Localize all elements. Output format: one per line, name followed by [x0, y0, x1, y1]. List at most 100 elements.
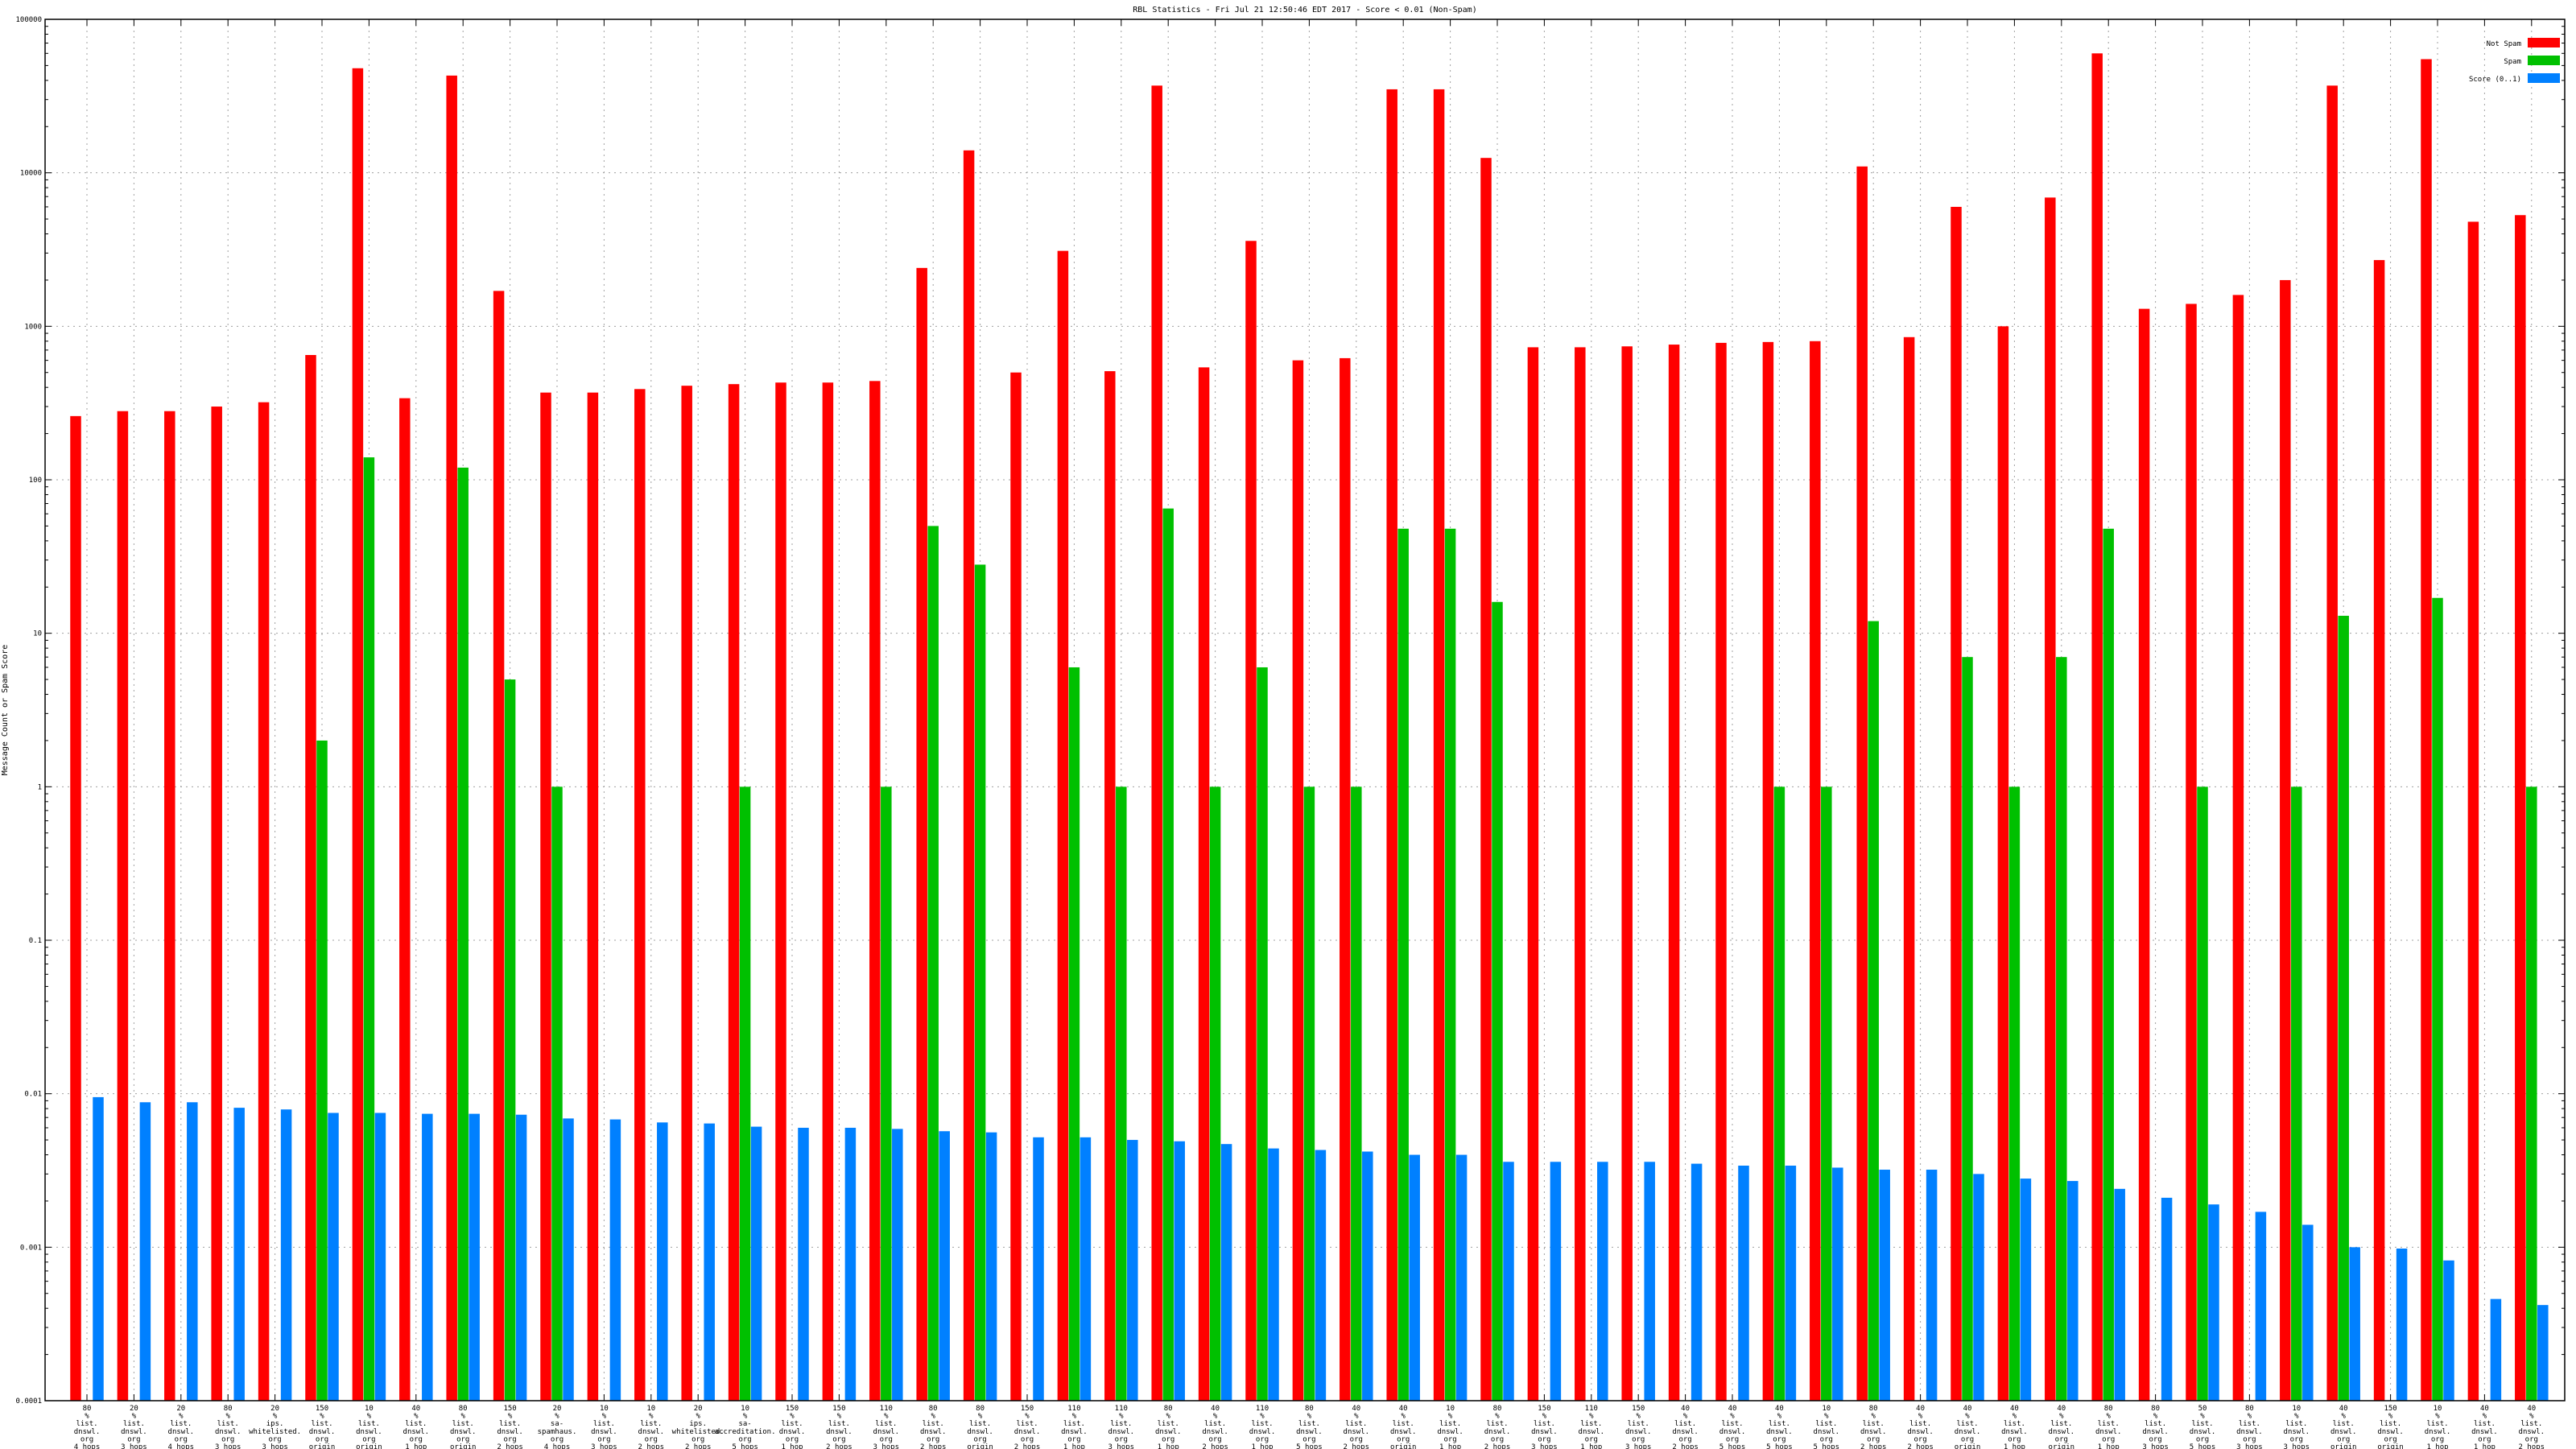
- x-tick-label-line: dnswl.: [1249, 1428, 1276, 1436]
- x-tick-label: 40% list. dnswl. org 2 hops: [1907, 1405, 1934, 1449]
- x-tick-label-line: list.: [781, 1420, 803, 1428]
- bar-score-0-1: [469, 1113, 480, 1401]
- bar-not-spam: [258, 402, 270, 1402]
- x-tick-label-line: 1 hop: [2426, 1443, 2448, 1449]
- x-tick-label-line: 80: [1305, 1405, 1314, 1413]
- x-tick-label-line: 40: [1211, 1405, 1220, 1413]
- x-tick-label-line: org: [1302, 1435, 1315, 1443]
- x-tick-label-line: origin: [1955, 1443, 1981, 1449]
- x-tick-label-line: 2 hops: [1907, 1443, 1934, 1449]
- x-tick-label: 150% list. dnswl. org origin: [2377, 1405, 2404, 1449]
- x-tick-label-line: org: [2055, 1435, 2068, 1443]
- x-tick-label-line: %: [1401, 1413, 1406, 1421]
- x-tick-label-line: 110: [880, 1405, 893, 1413]
- x-tick-label-line: list.: [1863, 1420, 1885, 1428]
- bar-score-0-1: [1926, 1170, 1938, 1401]
- x-tick-label-line: dnswl.: [2142, 1428, 2169, 1436]
- x-tick-label-line: %: [1824, 1413, 1829, 1421]
- bar-score-0-1: [1973, 1174, 1984, 1401]
- bar-score-0-1: [1550, 1162, 1562, 1401]
- x-tick-label-line: 10: [2434, 1405, 2442, 1413]
- bar-spam: [1444, 528, 1456, 1402]
- x-tick-label: 20% list. dnswl. org 3 hops: [121, 1405, 147, 1449]
- x-tick-label-line: 2 hops: [1672, 1443, 1699, 1449]
- x-tick-label-line: dnswl.: [309, 1428, 336, 1436]
- bar-score-0-1: [187, 1102, 198, 1401]
- x-tick-label: 20% sa-spamhaus. org 4 hops: [538, 1405, 577, 1449]
- bar-not-spam: [1010, 372, 1022, 1401]
- x-tick-label-line: 150: [1021, 1405, 1034, 1413]
- x-tick-label-line: ips.: [689, 1420, 707, 1428]
- bar-spam: [2008, 786, 2021, 1401]
- x-tick-label-line: dnswl.: [638, 1428, 665, 1436]
- x-tick-label: 150% list. dnswl. org 1 hop: [779, 1405, 806, 1449]
- x-tick-label: 40% list. dnswl. org 2 hops: [1672, 1405, 1699, 1449]
- x-tick-label-line: list.: [828, 1420, 850, 1428]
- bar-not-spam: [869, 381, 881, 1401]
- x-tick-label-line: org: [2337, 1435, 2350, 1443]
- x-tick-label-line: 5 hops: [1719, 1443, 1746, 1449]
- x-tick-label-line: 1 hop: [1063, 1443, 1085, 1449]
- x-tick-label: 10% list. dnswl. org 3 hops: [591, 1405, 617, 1449]
- x-tick-label-line: org: [645, 1435, 658, 1443]
- bar-not-spam: [446, 75, 457, 1401]
- x-tick-label-line: 3 hops: [2284, 1443, 2310, 1449]
- x-tick-label-line: list.: [2239, 1420, 2260, 1428]
- x-tick-label-line: 4 hops: [74, 1443, 101, 1449]
- bar-not-spam: [1951, 206, 1962, 1401]
- x-tick-label-line: list.: [1063, 1420, 1085, 1428]
- x-tick-label-line: dnswl.: [2519, 1428, 2545, 1436]
- bar-score-0-1: [2255, 1212, 2267, 1401]
- x-tick-label-line: %: [1072, 1413, 1077, 1421]
- x-tick-label-line: %: [2294, 1413, 2299, 1421]
- x-tick-label-line: 40: [1352, 1405, 1360, 1413]
- x-tick-label-line: %: [1683, 1413, 1688, 1421]
- x-tick-label-line: list.: [1486, 1420, 1508, 1428]
- x-tick-label-line: dnswl.: [2001, 1428, 2028, 1436]
- bar-not-spam: [164, 411, 175, 1401]
- x-tick-label-line: list.: [358, 1420, 380, 1428]
- x-tick-label-line: 40: [2339, 1405, 2348, 1413]
- x-tick-label-line: %: [1730, 1413, 1735, 1421]
- bar-not-spam: [1433, 89, 1445, 1401]
- bar-spam: [2432, 597, 2443, 1401]
- bar-not-spam: [211, 407, 222, 1402]
- bar-not-spam: [2232, 295, 2244, 1402]
- legend-label: Spam: [2504, 58, 2521, 66]
- bar-score-0-1: [563, 1118, 574, 1401]
- bar-not-spam: [728, 384, 740, 1402]
- x-tick-label-line: dnswl.: [1484, 1428, 1511, 1436]
- x-tick-label-line: %: [225, 1413, 230, 1421]
- x-tick-label-line: org: [175, 1435, 188, 1443]
- x-tick-label-line: org: [1913, 1435, 1926, 1443]
- x-tick-label-line: 2 hops: [1484, 1443, 1511, 1449]
- x-tick-label-line: 150: [1538, 1405, 1550, 1413]
- x-tick-label-line: org: [2149, 1435, 2161, 1443]
- bar-score-0-1: [1080, 1137, 1092, 1401]
- x-tick-label-line: dnswl.: [1625, 1428, 1652, 1436]
- x-tick-label-line: 1 hop: [1158, 1443, 1179, 1449]
- x-tick-label-line: list.: [1110, 1420, 1132, 1428]
- x-tick-label-line: org: [2384, 1435, 2396, 1443]
- x-tick-label-line: list.: [1580, 1420, 1602, 1428]
- bar-spam: [1868, 621, 1879, 1401]
- x-tick-label-line: %: [179, 1413, 184, 1421]
- x-tick-label-line: 10: [646, 1405, 655, 1413]
- x-tick-label-line: list.: [2285, 1420, 2307, 1428]
- x-tick-label-line: org: [1208, 1435, 1221, 1443]
- bar-not-spam: [1057, 250, 1069, 1402]
- x-tick-label-line: %: [1448, 1413, 1453, 1421]
- y-axis-label: Message Count or Spam Score: [1, 645, 10, 776]
- bar-not-spam: [1245, 241, 1257, 1401]
- x-tick-label-line: dnswl.: [1766, 1428, 1793, 1436]
- x-tick-label-line: 150: [2384, 1405, 2396, 1413]
- x-tick-label-line: list.: [2380, 1420, 2401, 1428]
- bar-score-0-1: [1174, 1141, 1185, 1401]
- bar-score-0-1: [2067, 1181, 2079, 1401]
- bar-score-0-1: [93, 1096, 104, 1401]
- x-tick-label-line: dnswl.: [1437, 1428, 1463, 1436]
- bar-not-spam: [305, 355, 316, 1401]
- x-tick-label-line: %: [884, 1413, 889, 1421]
- x-tick-label-line: 80: [83, 1405, 92, 1413]
- bar-spam: [2338, 615, 2349, 1401]
